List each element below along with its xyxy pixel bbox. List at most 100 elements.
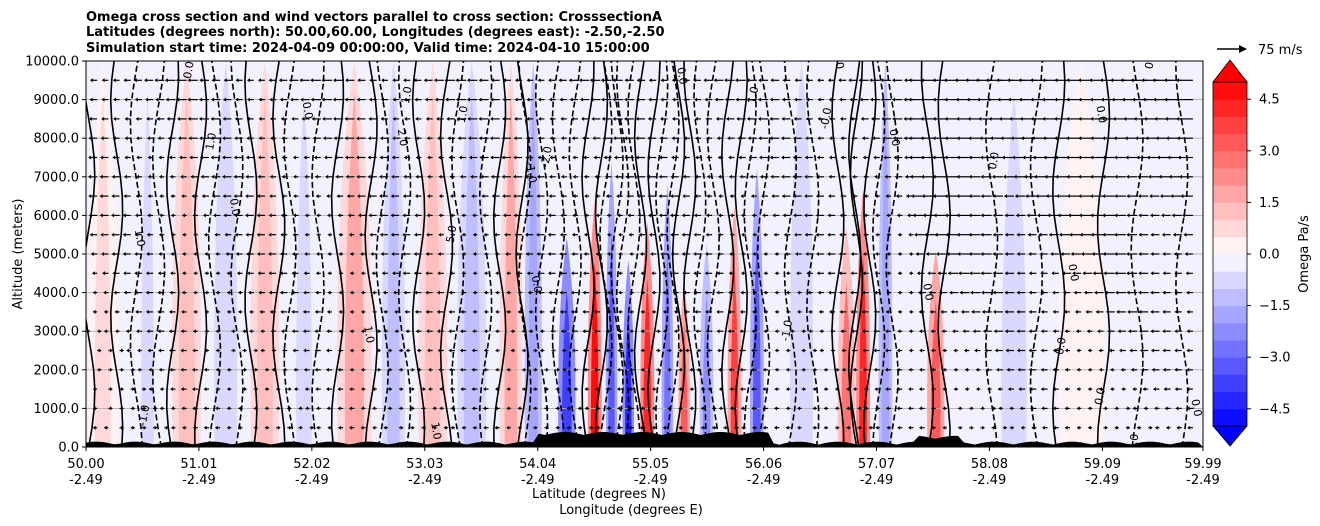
wind-vector-head	[850, 116, 854, 121]
wind-vector-head	[82, 271, 85, 275]
wind-vector-head	[1114, 213, 1118, 218]
wind-vector-head	[682, 271, 686, 276]
wind-vector-head	[771, 194, 775, 199]
wind-vector-head	[484, 290, 488, 295]
wind-vector-head	[168, 348, 172, 353]
wind-vector-head	[559, 309, 563, 314]
wind-vector-head	[568, 387, 572, 392]
wind-vector-head	[506, 309, 510, 314]
wind-vector-head	[624, 97, 628, 102]
wind-vector-head	[124, 309, 128, 314]
wind-vector-head	[109, 367, 113, 372]
wind-vector-head	[415, 174, 419, 179]
wind-vector-head	[738, 155, 742, 160]
wind-vector-head	[932, 155, 936, 160]
wind-vector-head	[769, 116, 773, 121]
wind-vector-head	[1174, 309, 1178, 314]
wind-vector-head	[683, 136, 687, 141]
wind-vector-head	[423, 425, 427, 430]
wind-vector-head	[154, 425, 158, 430]
wind-vector-head	[378, 329, 382, 334]
wind-vector-head	[825, 425, 829, 430]
wind-vector-head	[517, 406, 521, 411]
wind-vector-head	[1152, 387, 1156, 392]
wind-vector-head	[595, 252, 599, 256]
wind-vector-head	[495, 271, 499, 276]
wind-vector-head	[750, 387, 754, 392]
wind-vector-head	[478, 116, 482, 121]
wind-vector-head	[920, 155, 924, 160]
wind-vector-head	[293, 387, 297, 392]
contour-label: 1.0	[428, 421, 444, 440]
wind-vector-head	[1101, 116, 1105, 121]
wind-vector-head	[234, 136, 238, 141]
wind-vector-head	[525, 232, 529, 237]
wind-vector-head	[484, 252, 488, 256]
wind-vector-head	[100, 232, 104, 237]
wind-vector-head	[122, 232, 126, 237]
wind-vector-head	[99, 174, 103, 179]
wind-vector-head	[448, 290, 452, 295]
wind-vector-head	[260, 348, 264, 353]
wind-vector-head	[956, 174, 960, 179]
wind-vector-head	[1007, 97, 1011, 102]
wind-vector-head	[404, 136, 408, 141]
wind-vector-head	[827, 252, 831, 256]
wind-vector-head	[381, 271, 385, 276]
wind-vector-head	[326, 387, 330, 392]
wind-vector-head	[393, 290, 397, 295]
wind-vector-head	[506, 406, 510, 411]
wind-vector-head	[595, 271, 599, 276]
wind-vector-head	[1116, 425, 1120, 430]
wind-vector-head	[371, 271, 375, 276]
x-tick-label-lon: -2.49	[69, 473, 103, 488]
wind-vector-head	[157, 329, 161, 334]
wind-vector-head	[1042, 97, 1046, 102]
wind-vector-head	[1174, 367, 1178, 372]
wind-vector-head	[628, 406, 632, 411]
wind-vector-head	[693, 232, 697, 237]
wind-vector-head	[489, 136, 493, 141]
wind-vector-head	[199, 78, 203, 83]
wind-vector-head	[804, 155, 808, 160]
wind-vector-head	[259, 309, 263, 314]
wind-vector-head	[815, 194, 819, 199]
wind-vector-head	[612, 78, 616, 83]
wind-vector-head	[494, 406, 498, 411]
wind-vector-head	[729, 194, 733, 199]
wind-vector-head	[851, 348, 855, 353]
wind-vector-head	[89, 97, 93, 102]
wind-vector-head	[1133, 116, 1137, 121]
wind-vector-head	[157, 136, 161, 141]
chart-title-line-2: Latitudes (degrees north): 50.00,60.00, …	[86, 25, 665, 40]
wind-vector-head	[123, 174, 127, 179]
wind-vector-head	[944, 174, 948, 179]
wind-vector-head	[724, 97, 728, 102]
wind-vector-head	[584, 213, 588, 218]
wind-vector-head	[571, 252, 575, 256]
wind-vector-head	[338, 252, 342, 256]
wind-vector-head	[380, 252, 384, 256]
wind-vector-head	[437, 252, 441, 256]
wind-vector-head	[931, 348, 935, 353]
wind-vector-head	[829, 116, 833, 121]
wind-vector-head	[548, 78, 552, 83]
wind-vector-head	[927, 271, 931, 276]
wind-vector-head	[839, 309, 843, 314]
wind-vector-head	[372, 425, 376, 430]
wind-vector-head	[970, 406, 974, 411]
wind-vector-head	[434, 406, 438, 411]
wind-vector-head	[288, 78, 292, 83]
contour-label: -0.0	[818, 107, 835, 130]
wind-vector-head	[88, 136, 92, 141]
wind-vector-head	[545, 367, 549, 372]
wind-vector-head	[863, 174, 867, 179]
wind-vector-head	[524, 194, 528, 199]
wind-vector-head	[302, 309, 306, 314]
wind-vector-head	[1064, 309, 1068, 314]
wind-vector-head	[727, 309, 731, 314]
wind-vector-head	[1063, 290, 1067, 295]
wind-vector-head	[334, 155, 338, 160]
wind-vector-head	[327, 232, 331, 237]
wind-vector-head	[490, 97, 494, 102]
